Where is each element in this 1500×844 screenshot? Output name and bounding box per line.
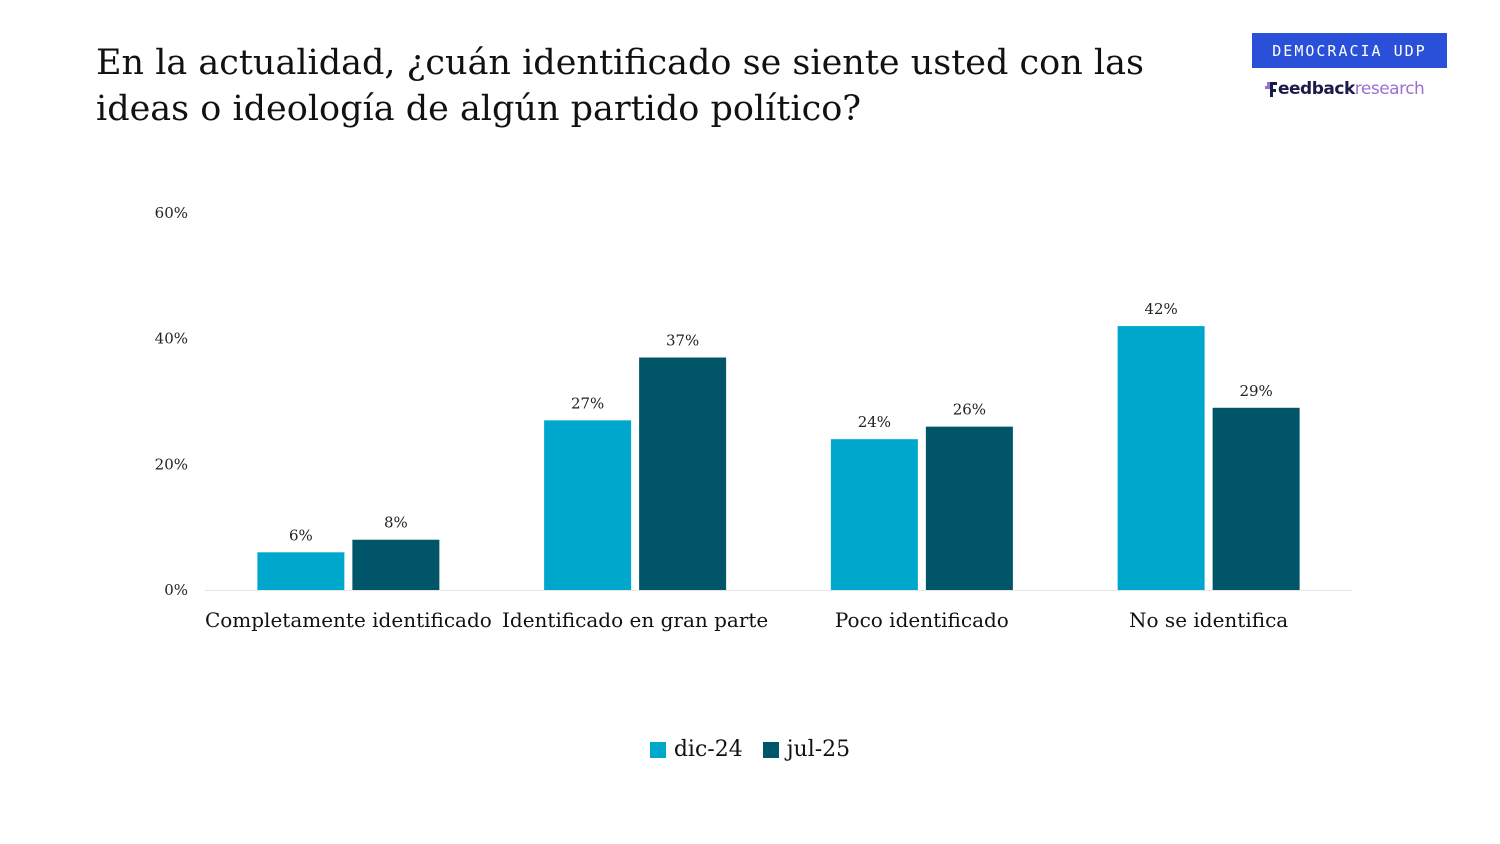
- x-tick-label: Identificado en gran parte: [502, 608, 768, 632]
- data-label: 29%: [1239, 382, 1272, 400]
- x-tick-label: No se identifica: [1129, 608, 1288, 632]
- legend-item: jul-25: [762, 737, 851, 762]
- data-label: 24%: [858, 413, 891, 431]
- data-label: 26%: [953, 401, 986, 419]
- legend-swatch: [649, 741, 666, 758]
- feedback-logo-bold: eedback: [1278, 79, 1355, 99]
- title-line-2: ideas o ideología de algún partido polít…: [96, 89, 862, 129]
- chart-legend: dic-24 jul-25: [0, 737, 1500, 762]
- data-label: 8%: [384, 514, 408, 532]
- feedback-logo-mark-icon: [1265, 81, 1277, 97]
- y-tick-label: 60%: [155, 204, 188, 222]
- bar: [1117, 326, 1205, 590]
- bar: [544, 420, 632, 590]
- data-label: 37%: [666, 332, 699, 350]
- legend-label: dic-24: [673, 737, 743, 762]
- title-line-1: En la actualidad, ¿cuán identificado se …: [96, 43, 1144, 83]
- page-title: En la actualidad, ¿cuán identificado se …: [96, 40, 1176, 132]
- bar: [1212, 407, 1300, 590]
- bar: [830, 439, 918, 590]
- data-label: 27%: [571, 394, 604, 412]
- x-tick-label: Completamente identificado: [205, 608, 492, 632]
- y-tick-label: 20%: [155, 455, 188, 473]
- feedback-research-logo: eedback research: [1265, 76, 1425, 102]
- y-tick-label: 0%: [164, 581, 188, 599]
- data-label: 42%: [1144, 300, 1177, 318]
- legend-swatch: [762, 741, 779, 758]
- data-label: 6%: [289, 526, 313, 544]
- feedback-logo-light: research: [1354, 79, 1425, 99]
- y-tick-label: 40%: [155, 330, 188, 348]
- legend-item: dic-24: [649, 737, 743, 762]
- democracia-udp-badge: DEMOCRACIA UDP: [1252, 33, 1447, 68]
- legend-label: jul-25: [786, 737, 851, 762]
- bar: [925, 426, 1013, 590]
- bar: [639, 357, 727, 590]
- bar: [257, 552, 345, 590]
- bar: [352, 539, 440, 590]
- x-tick-label: Poco identificado: [835, 608, 1009, 632]
